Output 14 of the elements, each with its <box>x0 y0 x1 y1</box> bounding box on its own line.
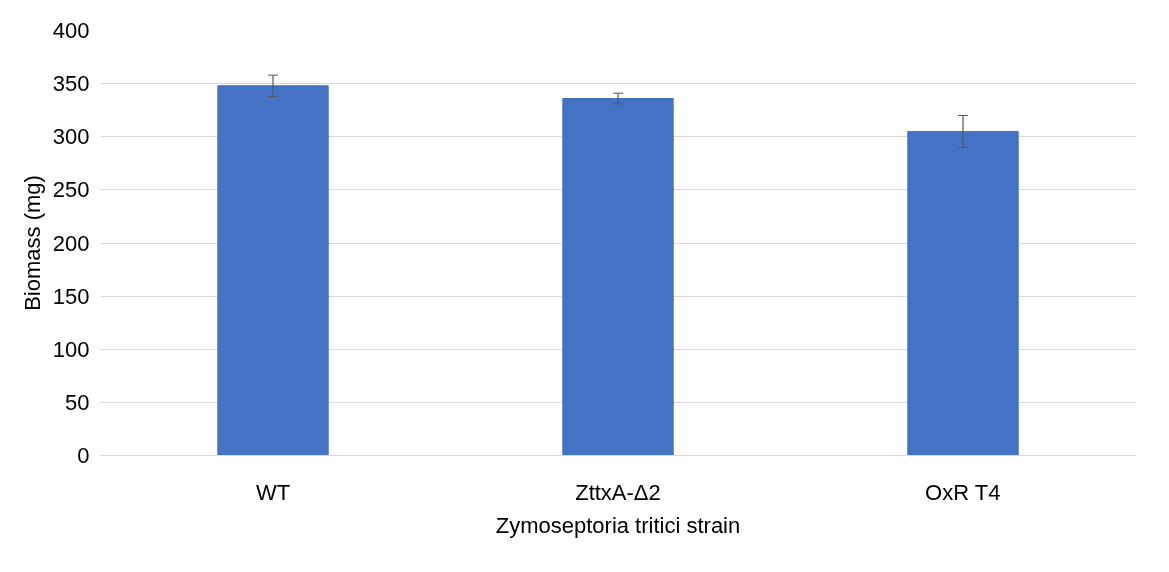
y-tick-label: 400 <box>52 18 90 43</box>
x-axis-title: Zymoseptoria tritici strain <box>495 512 741 538</box>
y-tick-label: 300 <box>52 124 90 150</box>
x-tick-label: OxR T4 <box>925 479 1001 505</box>
y-tick-label: 0 <box>77 443 90 468</box>
y-tick-label: 100 <box>52 336 90 362</box>
y-axis-title: Biomass (mg) <box>19 175 45 311</box>
y-tick-label: 200 <box>52 230 90 256</box>
x-tick-label: WT <box>255 479 291 505</box>
y-tick-label: 350 <box>52 71 90 97</box>
x-tick-label: ZttxA-Δ2 <box>575 479 661 505</box>
y-tick-label: 50 <box>65 389 90 415</box>
y-tick-label: 150 <box>52 283 90 309</box>
y-tick-label: 250 <box>52 177 90 203</box>
